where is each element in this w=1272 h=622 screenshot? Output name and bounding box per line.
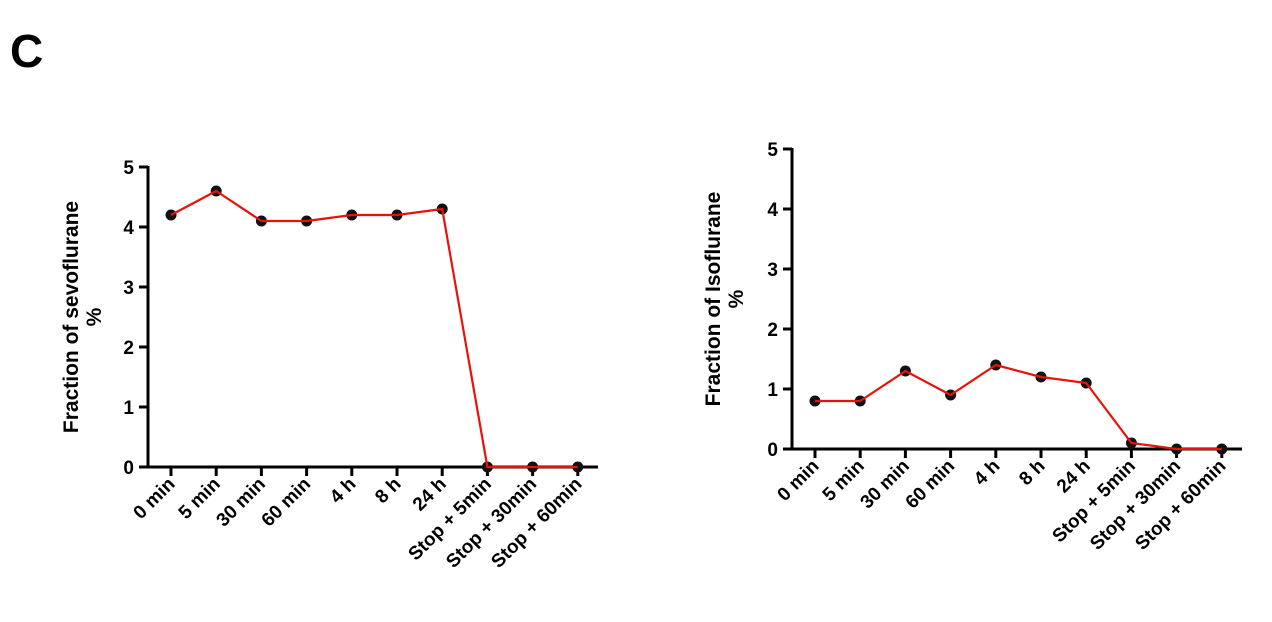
y-tick-label: 1 bbox=[123, 398, 134, 419]
y-tick-label: 4 bbox=[123, 218, 134, 239]
y-axis-title: Fraction of Isoflurane bbox=[702, 192, 725, 407]
y-tick-label: 1 bbox=[767, 380, 778, 401]
x-tick-label: 60 min bbox=[258, 474, 315, 531]
x-tick-label: 30 min bbox=[857, 456, 914, 513]
y-tick-label: 4 bbox=[767, 200, 778, 221]
x-tick-label: 30 min bbox=[213, 474, 270, 531]
y-tick-label: 0 bbox=[123, 458, 134, 479]
x-tick-label: 4 h bbox=[326, 474, 360, 508]
y-tick-label: 2 bbox=[123, 338, 134, 359]
y-tick-label: 3 bbox=[123, 278, 134, 299]
y-tick-label: 5 bbox=[123, 158, 134, 179]
x-tick-label: 60 min bbox=[902, 456, 959, 513]
x-tick-label: 4 h bbox=[970, 456, 1004, 490]
panel-label: C bbox=[10, 25, 44, 77]
y-tick-label: 3 bbox=[767, 260, 778, 281]
x-tick-label: 0 min bbox=[774, 456, 824, 506]
series-line bbox=[170, 189, 578, 469]
series-line bbox=[815, 363, 1222, 451]
y-tick-label: 5 bbox=[767, 140, 778, 161]
y-tick-label: 0 bbox=[767, 440, 778, 461]
y-axis-unit: % bbox=[83, 307, 106, 326]
x-tick-label: 8 h bbox=[371, 474, 405, 508]
x-tick-label: 0 min bbox=[130, 474, 180, 524]
y-tick-label: 2 bbox=[767, 320, 778, 341]
x-tick-label: 8 h bbox=[1015, 456, 1049, 490]
y-axis-title: Fraction of sevoflurane bbox=[60, 201, 83, 433]
y-axis-unit: % bbox=[725, 289, 748, 308]
